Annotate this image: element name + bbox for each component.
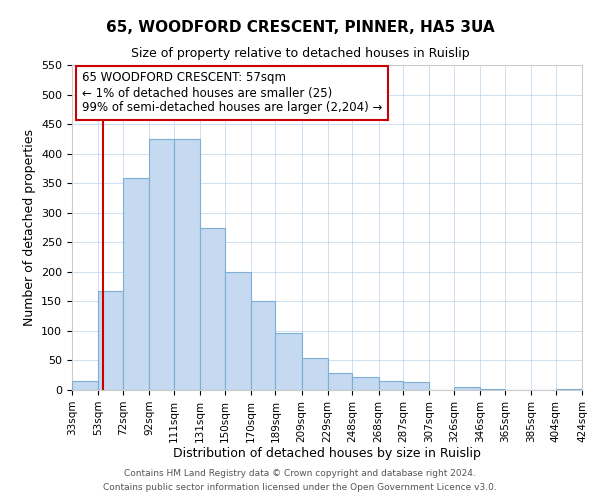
Text: Size of property relative to detached houses in Ruislip: Size of property relative to detached ho… <box>131 48 469 60</box>
Text: 65, WOODFORD CRESCENT, PINNER, HA5 3UA: 65, WOODFORD CRESCENT, PINNER, HA5 3UA <box>106 20 494 35</box>
Bar <box>72 381 98 390</box>
Bar <box>98 290 123 390</box>
Bar <box>328 374 352 390</box>
Bar <box>403 382 430 390</box>
Text: Contains public sector information licensed under the Open Government Licence v3: Contains public sector information licen… <box>103 484 497 492</box>
Bar <box>379 381 403 390</box>
Bar <box>352 377 379 390</box>
Bar <box>224 272 251 390</box>
Bar <box>454 387 480 390</box>
Bar <box>251 302 275 390</box>
Text: 65 WOODFORD CRESCENT: 57sqm
← 1% of detached houses are smaller (25)
99% of semi: 65 WOODFORD CRESCENT: 57sqm ← 1% of deta… <box>82 72 383 114</box>
Text: Contains HM Land Registry data © Crown copyright and database right 2024.: Contains HM Land Registry data © Crown c… <box>124 468 476 477</box>
X-axis label: Distribution of detached houses by size in Ruislip: Distribution of detached houses by size … <box>173 448 481 460</box>
Bar <box>302 358 328 390</box>
Bar <box>200 228 224 390</box>
Bar <box>275 332 302 390</box>
Bar <box>556 389 582 390</box>
Bar <box>123 178 149 390</box>
Bar <box>174 139 200 390</box>
Bar <box>480 389 505 390</box>
Bar <box>149 139 174 390</box>
Y-axis label: Number of detached properties: Number of detached properties <box>23 129 35 326</box>
